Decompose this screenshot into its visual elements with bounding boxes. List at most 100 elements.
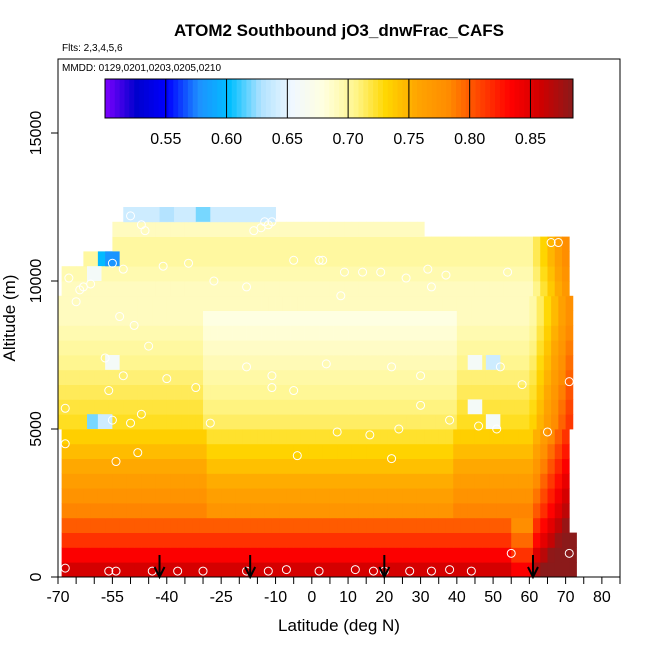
- heatmap-cell: [213, 488, 222, 504]
- heatmap-cell: [308, 503, 316, 519]
- heatmap-cell: [489, 517, 498, 533]
- sample-point: [426, 566, 436, 576]
- colorbar-segment: [343, 79, 350, 118]
- heatmap-cell: [507, 355, 516, 371]
- heatmap-cell: [387, 473, 396, 489]
- colorbar-segment: [431, 79, 437, 118]
- heatmap-cell: [456, 414, 465, 430]
- heatmap-cell: [561, 562, 570, 578]
- heatmap-cell: [529, 325, 537, 341]
- heatmap-cell: [554, 473, 563, 489]
- colorbar-segment: [524, 79, 530, 118]
- heatmap-cell: [362, 384, 371, 400]
- heatmap-cell: [442, 369, 450, 385]
- sample-point: [387, 362, 397, 372]
- heatmap-cell: [373, 547, 382, 563]
- colorbar-segment: [353, 79, 359, 118]
- heatmap-cell: [384, 310, 392, 326]
- sample-point: [118, 371, 128, 381]
- heatmap-cell: [351, 281, 360, 297]
- heatmap-cell: [155, 251, 164, 267]
- heatmap-cell: [141, 443, 150, 459]
- heatmap-cell: [460, 251, 469, 267]
- heatmap-cell: [514, 325, 523, 341]
- heatmap-cell: [482, 562, 490, 578]
- heatmap-cell: [424, 236, 432, 252]
- heatmap-cell: [438, 251, 447, 267]
- heatmap-cell: [380, 473, 389, 489]
- heatmap-cell: [279, 488, 287, 504]
- heatmap-cell: [387, 236, 396, 252]
- colorbar-segment: [329, 79, 335, 118]
- sample-point: [358, 267, 368, 277]
- heatmap-cell: [493, 310, 501, 326]
- heatmap-cell: [319, 414, 327, 430]
- heatmap-cell: [333, 414, 342, 430]
- heatmap-cell: [134, 547, 142, 563]
- heatmap-cell: [409, 458, 418, 474]
- heatmap-cell: [134, 443, 142, 459]
- heatmap-cell: [271, 429, 280, 445]
- heatmap-cell: [152, 399, 160, 415]
- sample-point: [445, 565, 455, 575]
- heatmap-cell: [427, 369, 436, 385]
- heatmap-cell: [271, 266, 280, 282]
- heatmap-cell: [344, 473, 353, 489]
- colorbar-segment: [392, 79, 398, 118]
- heatmap-cell: [235, 251, 244, 267]
- heatmap-cell: [391, 369, 400, 385]
- heatmap-cell: [551, 310, 559, 326]
- sample-point: [546, 238, 556, 248]
- heatmap-cell: [438, 532, 447, 548]
- heatmap-cell: [478, 384, 487, 400]
- heatmap-cell: [409, 547, 418, 563]
- heatmap-cell: [90, 443, 99, 459]
- sample-point: [242, 362, 252, 372]
- heatmap-cell: [569, 532, 577, 548]
- heatmap-cell: [351, 562, 360, 578]
- heatmap-cell: [558, 340, 567, 356]
- heatmap-cell: [315, 281, 324, 297]
- sample-point: [517, 380, 527, 390]
- heatmap-cell: [329, 281, 338, 297]
- heatmap-cell: [188, 414, 197, 430]
- heatmap-cell: [137, 369, 146, 385]
- heatmap-cell: [438, 473, 447, 489]
- heatmap-cell: [271, 251, 280, 267]
- heatmap-cell: [271, 443, 280, 459]
- heatmap-cell: [507, 414, 516, 430]
- heatmap-cell: [326, 399, 334, 415]
- heatmap-cell: [264, 488, 273, 504]
- heatmap-cell: [228, 562, 237, 578]
- heatmap-cell: [119, 281, 128, 297]
- heatmap-cell: [511, 251, 519, 267]
- heatmap-cell: [68, 517, 77, 533]
- heatmap-cell: [148, 281, 157, 297]
- heatmap-cell: [366, 221, 374, 237]
- heatmap-cell: [126, 281, 135, 297]
- heatmap-cell: [453, 443, 461, 459]
- heatmap-cell: [406, 384, 414, 400]
- heatmap-cell: [61, 547, 70, 563]
- colorbar-segment: [514, 79, 520, 118]
- heatmap-cell: [123, 399, 131, 415]
- heatmap-cell: [561, 517, 570, 533]
- heatmap-cell: [445, 443, 454, 459]
- heatmap-cell: [369, 399, 378, 415]
- heatmap-cell: [308, 221, 316, 237]
- heatmap-cell: [246, 384, 255, 400]
- heatmap-cell: [496, 473, 505, 489]
- heatmap-cell: [424, 251, 432, 267]
- heatmap-cell: [449, 295, 458, 311]
- heatmap-cell: [239, 414, 247, 430]
- heatmap-cell: [308, 488, 316, 504]
- heatmap-cell: [322, 443, 331, 459]
- heatmap-cell: [275, 355, 284, 371]
- heatmap-cell: [181, 399, 189, 415]
- heatmap-cell: [558, 399, 567, 415]
- colorbar-segment: [441, 79, 447, 118]
- heatmap-cell: [308, 251, 316, 267]
- heatmap-cell: [525, 517, 534, 533]
- heatmap-cell: [391, 295, 400, 311]
- heatmap-cell: [532, 266, 541, 282]
